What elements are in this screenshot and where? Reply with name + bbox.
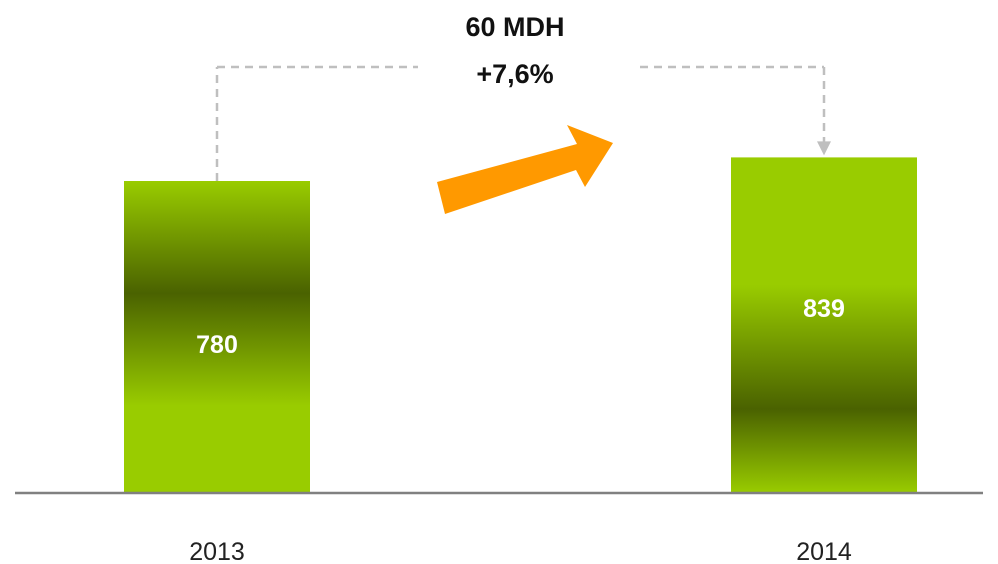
- bar-2013: [124, 181, 310, 493]
- connector-arrowhead-icon: [817, 141, 831, 156]
- x-tick-label-2013: 2013: [189, 538, 245, 564]
- comparison-connector: [215, 65, 831, 181]
- bar-value-label-2013: 780: [196, 331, 238, 359]
- bars: 780 839: [124, 157, 917, 493]
- growth-annotation: +7,6%: [476, 59, 553, 89]
- x-tick-label-2014: 2014: [796, 538, 852, 564]
- bar-2014: [731, 157, 917, 493]
- x-tick-labels: 2013 2014: [189, 538, 852, 564]
- bar-value-label-2014: 839: [803, 295, 845, 323]
- growth-arrow-icon: [437, 125, 613, 214]
- difference-annotation: 60 MDH: [465, 12, 564, 42]
